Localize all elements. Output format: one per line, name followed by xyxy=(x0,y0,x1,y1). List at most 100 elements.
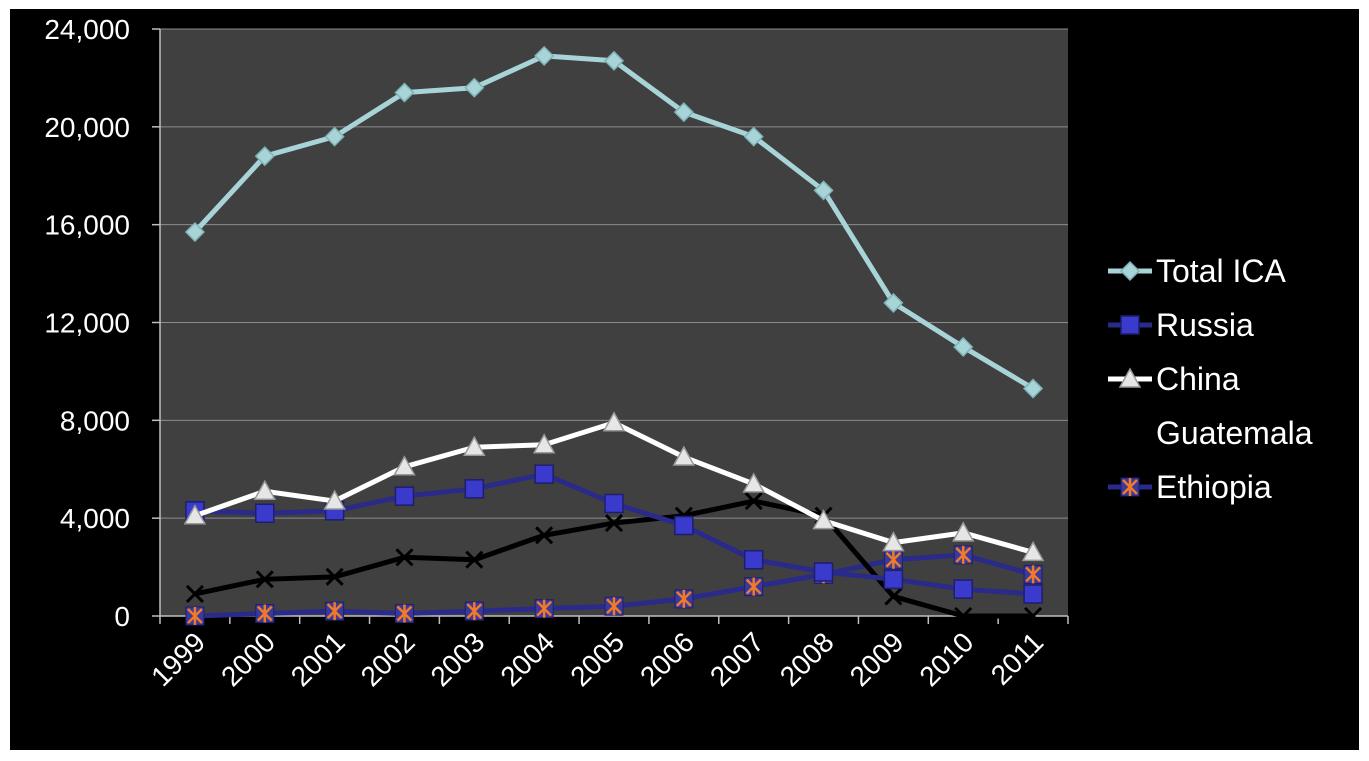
legend-item-russia: Russia xyxy=(1108,307,1254,343)
data-point-total-ica xyxy=(1023,378,1044,399)
data-point-ethiopia xyxy=(325,601,345,621)
data-point-ethiopia xyxy=(394,604,414,624)
data-point-china xyxy=(183,504,207,525)
series-china xyxy=(183,411,1045,562)
data-point-guatemala xyxy=(744,491,763,511)
data-point-china xyxy=(463,435,486,456)
data-point-total-ica xyxy=(743,126,764,147)
y-tick-label: 24,000 xyxy=(44,14,130,45)
data-point-russia xyxy=(674,515,694,536)
legend-label: China xyxy=(1156,361,1240,397)
data-point-china xyxy=(812,509,835,530)
x-tick-label: 2005 xyxy=(564,626,630,692)
data-point-russia xyxy=(394,486,415,506)
data-point-ethiopia xyxy=(674,589,694,609)
legend-label: Total ICA xyxy=(1156,253,1286,289)
legend-marker xyxy=(1120,315,1140,335)
data-point-china xyxy=(323,489,346,510)
data-point-guatemala xyxy=(954,606,973,626)
data-point-russia xyxy=(255,503,275,524)
legend-label: Russia xyxy=(1156,307,1254,343)
data-point-total-ica xyxy=(883,292,904,313)
y-tick-label: 20,000 xyxy=(44,112,130,143)
data-point-guatemala xyxy=(185,584,204,604)
x-tick-label: 2002 xyxy=(355,626,421,692)
legend-item-ethiopia: Ethiopia xyxy=(1108,469,1272,505)
data-point-russia xyxy=(953,579,973,599)
x-tick-label: 2001 xyxy=(285,626,351,692)
y-tick-label: 0 xyxy=(114,601,130,632)
data-point-total-ica xyxy=(953,336,974,358)
data-point-total-ica xyxy=(324,126,345,147)
legend-marker xyxy=(1119,260,1141,282)
y-tick-label: 16,000 xyxy=(44,210,130,241)
data-point-guatemala xyxy=(325,567,344,586)
y-tick-label: 8,000 xyxy=(60,405,130,436)
data-point-ethiopia xyxy=(744,577,764,597)
series-layer xyxy=(183,45,1045,626)
data-point-total-ica xyxy=(603,50,625,71)
data-point-russia xyxy=(743,549,764,570)
data-point-china xyxy=(951,521,975,542)
data-point-total-ica xyxy=(673,102,694,123)
series-ethiopia xyxy=(185,545,1043,626)
data-point-russia xyxy=(604,493,624,514)
data-point-total-ica xyxy=(394,82,415,103)
data-point-china xyxy=(882,531,905,552)
data-point-russia xyxy=(534,464,554,484)
legend-marker xyxy=(1120,477,1140,497)
legend-label: Ethiopia xyxy=(1156,469,1272,505)
data-point-total-ica xyxy=(254,146,275,167)
legend-marker xyxy=(1120,423,1140,443)
data-point-china xyxy=(393,455,416,476)
x-tick-label: 2003 xyxy=(425,626,491,692)
data-point-china xyxy=(253,479,277,501)
legend-item-china: China xyxy=(1108,361,1240,397)
y-axis-ticks: 0 4,000 8,000 12,000 16,000 20,000 24,000 xyxy=(44,14,160,632)
series-total-ica xyxy=(184,45,1044,399)
x-axis-ticks: 1999 2000 2001 2002 2003 2004 2005 2006 2007 2008… xyxy=(145,616,1069,692)
data-point-guatemala xyxy=(884,587,903,606)
data-point-ethiopia xyxy=(883,550,903,570)
legend-marker xyxy=(1118,367,1142,388)
legend: Total ICA Russia China Guatemala Ethiopia xyxy=(1108,253,1313,505)
x-tick-label: 1999 xyxy=(145,626,211,692)
data-point-total-ica xyxy=(813,180,834,201)
data-point-total-ica xyxy=(534,45,555,66)
x-tick-label: 2011 xyxy=(985,626,1050,691)
data-point-ethiopia xyxy=(604,596,624,616)
data-point-russia xyxy=(883,569,904,590)
data-point-russia xyxy=(464,479,485,499)
x-tick-label: 2006 xyxy=(634,626,700,692)
data-point-china xyxy=(742,472,765,493)
data-point-russia xyxy=(813,562,834,582)
data-point-total-ica xyxy=(184,221,205,243)
legend-item-guatemala: Guatemala xyxy=(1108,415,1313,451)
data-point-china xyxy=(1021,540,1045,562)
x-tick-label: 2010 xyxy=(914,626,980,692)
data-point-ethiopia xyxy=(464,601,484,621)
data-point-ethiopia xyxy=(255,604,275,624)
data-point-total-ica xyxy=(464,77,485,98)
x-tick-label: 2000 xyxy=(215,626,281,692)
data-point-guatemala xyxy=(1024,606,1043,626)
data-point-ethiopia xyxy=(953,545,973,565)
data-point-china xyxy=(532,433,556,454)
x-tick-label: 2004 xyxy=(494,626,560,692)
data-point-guatemala xyxy=(604,513,624,533)
x-tick-label: 2009 xyxy=(844,626,910,692)
data-point-ethiopia xyxy=(1023,564,1043,584)
data-point-guatemala xyxy=(395,548,414,567)
data-point-china xyxy=(672,445,696,466)
y-tick-label: 4,000 xyxy=(60,503,130,534)
gridlines xyxy=(160,28,1068,519)
x-tick-label: 2007 xyxy=(704,626,770,692)
data-point-guatemala xyxy=(255,570,274,589)
data-point-guatemala xyxy=(535,526,554,545)
data-point-china xyxy=(602,411,626,432)
data-point-guatemala xyxy=(465,550,484,569)
data-point-russia xyxy=(1023,584,1043,604)
legend-label: Guatemala xyxy=(1156,415,1313,451)
x-tick-label: 2008 xyxy=(774,626,840,692)
